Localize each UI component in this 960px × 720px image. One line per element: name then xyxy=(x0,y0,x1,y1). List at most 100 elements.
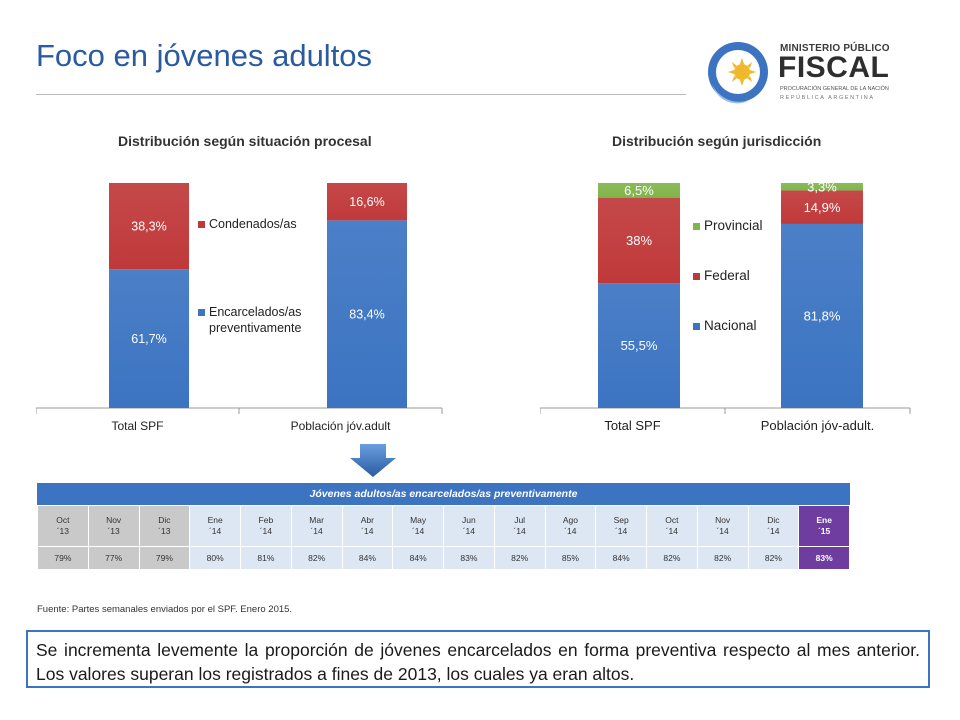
table-month-cell: Abr ´14 xyxy=(341,505,394,547)
bar-segment xyxy=(781,190,863,224)
table-value-cell: 79% xyxy=(138,546,191,570)
table-month-cell: Ago ´14 xyxy=(544,505,597,547)
bar-segment xyxy=(598,183,680,198)
month-label: Ago xyxy=(562,515,578,525)
month-label: May xyxy=(410,515,427,525)
data-label: 3,3% xyxy=(807,179,837,194)
table-month-cell: Mar ´14 xyxy=(290,505,343,547)
category-label: Total SPF xyxy=(111,419,163,433)
data-label: 38% xyxy=(626,233,652,248)
category-label: Total SPF xyxy=(604,418,660,433)
legend-label: Encarcelados/as xyxy=(209,305,301,319)
table-value-cell: 80% xyxy=(189,546,241,570)
table-value-cell: 81% xyxy=(240,546,292,570)
month-label: Ene xyxy=(207,515,223,525)
sun-emblem-icon xyxy=(708,42,768,104)
legend-swatch xyxy=(198,309,205,316)
table-value-cell: 82% xyxy=(493,546,546,570)
table-month-cell: Dic ´13 xyxy=(138,505,191,547)
year-label: ´13 xyxy=(158,526,171,536)
month-label: Mar xyxy=(309,515,324,525)
legend-swatch xyxy=(693,273,700,280)
month-label: Nov xyxy=(106,515,122,525)
bar-segment xyxy=(109,269,189,408)
month-label: Feb xyxy=(258,515,274,525)
table-month-cell: May ´14 xyxy=(392,505,444,547)
logo-line2: FISCAL xyxy=(778,51,890,84)
table-month-cell: Dic ´14 xyxy=(747,505,800,547)
legend-label: Provincial xyxy=(704,218,763,233)
bar-segment xyxy=(327,183,407,221)
year-label: ´14 xyxy=(767,526,780,536)
data-label: 83,4% xyxy=(349,308,384,322)
table-month-cell: Ene ´14 xyxy=(189,505,241,547)
year-label: ´14 xyxy=(716,526,729,536)
year-label: ´14 xyxy=(462,526,476,536)
year-label: ´14 xyxy=(259,526,273,536)
legend-swatch xyxy=(198,221,205,228)
table-value-cell: 84% xyxy=(341,546,394,570)
data-label: 61,7% xyxy=(131,332,166,346)
bar-segment xyxy=(598,197,680,284)
table-value-cell: 83% xyxy=(798,546,850,570)
table-month-cell: Sep ´14 xyxy=(595,505,647,547)
logo-line4: REPÚBLICA ARGENTINA xyxy=(780,95,875,101)
table-value-cell: 82% xyxy=(646,546,698,570)
table-value-cell: 83% xyxy=(443,546,495,570)
year-label: ´14 xyxy=(361,526,374,536)
month-label: Jul xyxy=(514,515,526,525)
data-label: 14,9% xyxy=(804,200,841,215)
year-label: ´14 xyxy=(614,526,628,536)
year-label: ´14 xyxy=(411,526,425,536)
year-label: ´13 xyxy=(56,526,70,536)
category-label: Población jóv-adult. xyxy=(761,418,874,433)
bar-segment xyxy=(109,183,189,270)
table-month-cell: Oct ´13 xyxy=(37,505,89,547)
table-value-cell: 82% xyxy=(696,546,749,570)
legend-swatch xyxy=(693,323,700,330)
data-label: 55,5% xyxy=(621,338,658,353)
month-label: Abr xyxy=(360,515,374,525)
month-label: Oct xyxy=(56,515,70,525)
table-value-cell: 84% xyxy=(392,546,444,570)
month-label: Jun xyxy=(462,515,476,525)
legend-label: Federal xyxy=(704,268,750,283)
category-label: Población jóv.adult xyxy=(291,419,392,433)
preventive-table: Jóvenes adultos/as encarcelados/as preve… xyxy=(37,483,850,570)
table-month-cell: Jun ´14 xyxy=(443,505,495,547)
month-label: Ene xyxy=(816,515,832,525)
month-label: Oct xyxy=(665,515,679,525)
table-value-cell: 84% xyxy=(595,546,647,570)
year-label: ´15 xyxy=(817,526,831,536)
table-value-cell: 82% xyxy=(747,546,800,570)
month-label: Sep xyxy=(613,515,629,525)
bar-segment xyxy=(781,223,863,408)
data-label: 6,5% xyxy=(624,183,654,198)
year-label: ´13 xyxy=(107,526,120,536)
bar-segment xyxy=(781,183,863,191)
arrow-down-icon xyxy=(350,444,396,477)
logo-line1: MINISTERIO PÚBLICO xyxy=(780,43,890,54)
table-months-row: Oct ´13 Nov ´13 Dic ´13 Ene ´14 Feb ´14 Mar ´14 Abr ´… xyxy=(37,505,850,547)
table-month-cell: Feb ´14 xyxy=(240,505,292,547)
table-value-cell: 79% xyxy=(37,546,89,570)
table-month-cell: Jul ´14 xyxy=(493,505,546,547)
page-title: Foco en jóvenes adultos xyxy=(36,38,373,73)
month-label: Nov xyxy=(715,515,731,525)
table-value-cell: 85% xyxy=(544,546,597,570)
ministerio-logo: MINISTERIO PÚBLICO FISCAL PROCURACIÓN GE… xyxy=(706,40,896,104)
legend-label: preventivamente xyxy=(209,321,301,335)
month-label: Dic xyxy=(767,515,780,525)
title-divider xyxy=(36,94,686,95)
table-title: Jóvenes adultos/as encarcelados/as preve… xyxy=(37,483,850,505)
source-note: Fuente: Partes semanales enviados por el… xyxy=(37,604,293,615)
bar-segment xyxy=(598,283,680,408)
data-label: 81,8% xyxy=(804,309,841,324)
legend-swatch xyxy=(693,223,700,230)
year-label: ´14 xyxy=(208,526,222,536)
legend-label: Condenados/as xyxy=(209,217,297,231)
chart-jurisdiccion: 55,5% 38% 6,5% Total SPF 81,8% 14,9% 3,3% Pobla… xyxy=(540,179,911,433)
table-month-cell: Nov ´13 xyxy=(87,505,140,547)
year-label: ´14 xyxy=(513,526,526,536)
chart1-title: Distribución según situación procesal xyxy=(118,133,372,149)
